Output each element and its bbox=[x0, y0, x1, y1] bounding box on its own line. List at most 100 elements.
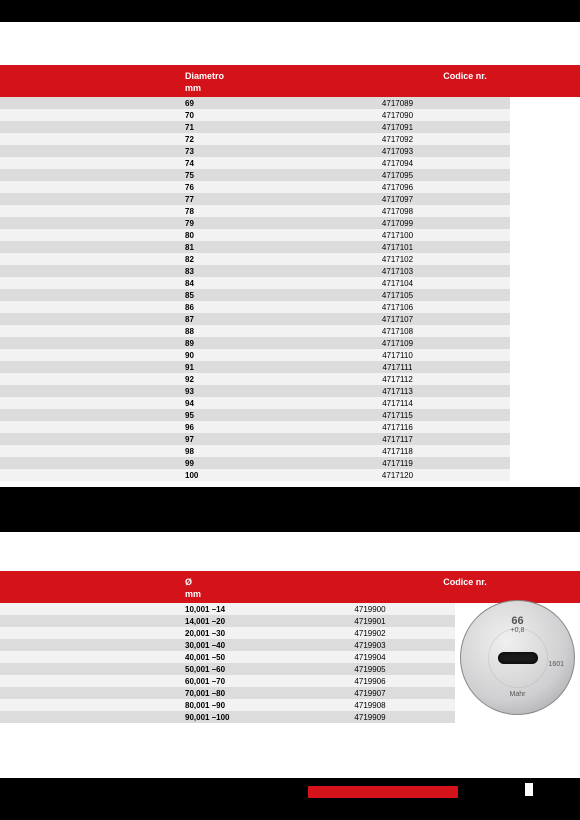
diameter-cell: 99 bbox=[185, 459, 285, 468]
table-row: 70,001 –804719907 bbox=[0, 687, 455, 699]
table-row: 724717092 bbox=[0, 133, 510, 145]
code-cell: 4717119 bbox=[285, 459, 510, 468]
range-cell: 40,001 –50 bbox=[185, 653, 285, 662]
code-cell: 4719906 bbox=[285, 677, 455, 686]
code-cell: 4717089 bbox=[285, 99, 510, 108]
diameter-cell: 86 bbox=[185, 303, 285, 312]
code-cell: 4717118 bbox=[285, 447, 510, 456]
top-black-bar bbox=[0, 0, 580, 22]
diameter-cell: 72 bbox=[185, 135, 285, 144]
code-cell: 4717117 bbox=[285, 435, 510, 444]
code-cell: 4717113 bbox=[285, 387, 510, 396]
table-row: 884717108 bbox=[0, 325, 510, 337]
table-row: 60,001 –704719906 bbox=[0, 675, 455, 687]
range-cell: 50,001 –60 bbox=[185, 665, 285, 674]
diameter-cell: 84 bbox=[185, 279, 285, 288]
code-cell: 4717114 bbox=[285, 399, 510, 408]
mid-whitespace bbox=[0, 532, 580, 571]
range-cell: 90,001 –100 bbox=[185, 713, 285, 722]
table2-body: 10,001 –14471990014,001 –20471990120,001… bbox=[0, 603, 455, 723]
table-row: 754717095 bbox=[0, 169, 510, 181]
diameter-cell: 83 bbox=[185, 267, 285, 276]
table2-unit: mm bbox=[185, 589, 325, 599]
table-row: 994717119 bbox=[0, 457, 510, 469]
table2-header: Ø Codice nr. bbox=[0, 571, 580, 589]
table1-wrap: Diametro Codice nr. mm 69471708970471709… bbox=[0, 65, 580, 481]
diameter-cell: 81 bbox=[185, 243, 285, 252]
diameter-cell: 88 bbox=[185, 327, 285, 336]
code-cell: 4717105 bbox=[285, 291, 510, 300]
diameter-cell: 69 bbox=[185, 99, 285, 108]
ring-brand-label: Mahr bbox=[461, 691, 574, 698]
table-row: 934717113 bbox=[0, 385, 510, 397]
diameter-cell: 77 bbox=[185, 195, 285, 204]
table1-unit: mm bbox=[185, 83, 325, 93]
diameter-cell: 87 bbox=[185, 315, 285, 324]
diameter-cell: 71 bbox=[185, 123, 285, 132]
range-cell: 30,001 –40 bbox=[185, 641, 285, 650]
table-row: 714717091 bbox=[0, 121, 510, 133]
diameter-cell: 95 bbox=[185, 411, 285, 420]
diameter-cell: 98 bbox=[185, 447, 285, 456]
code-cell: 4719905 bbox=[285, 665, 455, 674]
table-row: 924717112 bbox=[0, 373, 510, 385]
table-row: 844717104 bbox=[0, 277, 510, 289]
diameter-cell: 89 bbox=[185, 339, 285, 348]
table-row: 80,001 –904719908 bbox=[0, 699, 455, 711]
code-cell: 4717094 bbox=[285, 159, 510, 168]
code-cell: 4717097 bbox=[285, 195, 510, 204]
range-cell: 70,001 –80 bbox=[185, 689, 285, 698]
table1-header: Diametro Codice nr. bbox=[0, 65, 580, 83]
table-row: 854717105 bbox=[0, 289, 510, 301]
code-cell: 4717104 bbox=[285, 279, 510, 288]
range-cell: 14,001 –20 bbox=[185, 617, 285, 626]
table-row: 874717107 bbox=[0, 313, 510, 325]
table-row: 894717109 bbox=[0, 337, 510, 349]
ring-bore bbox=[498, 652, 538, 664]
code-cell: 4717110 bbox=[285, 351, 510, 360]
diameter-cell: 97 bbox=[185, 435, 285, 444]
diameter-cell: 74 bbox=[185, 159, 285, 168]
diameter-cell: 90 bbox=[185, 351, 285, 360]
diameter-cell: 79 bbox=[185, 219, 285, 228]
diameter-cell: 76 bbox=[185, 183, 285, 192]
table-row: 974717117 bbox=[0, 433, 510, 445]
code-cell: 4717099 bbox=[285, 219, 510, 228]
table-row: 984717118 bbox=[0, 445, 510, 457]
code-cell: 4717115 bbox=[285, 411, 510, 420]
ring-size-label: 66 bbox=[461, 615, 574, 627]
range-cell: 60,001 –70 bbox=[185, 677, 285, 686]
table-row: 834717103 bbox=[0, 265, 510, 277]
table-row: 954717115 bbox=[0, 409, 510, 421]
code-cell: 4717106 bbox=[285, 303, 510, 312]
code-cell: 4717095 bbox=[285, 171, 510, 180]
table-row: 764717096 bbox=[0, 181, 510, 193]
range-cell: 10,001 –14 bbox=[185, 605, 285, 614]
table-row: 14,001 –204719901 bbox=[0, 615, 455, 627]
table1-header-col2: Codice nr. bbox=[395, 71, 535, 81]
code-cell: 4717107 bbox=[285, 315, 510, 324]
diameter-cell: 91 bbox=[185, 363, 285, 372]
table-row: 744717094 bbox=[0, 157, 510, 169]
top-whitespace bbox=[0, 22, 580, 65]
table2-header-col2: Codice nr. bbox=[395, 577, 535, 587]
code-cell: 4717102 bbox=[285, 255, 510, 264]
code-cell: 4717103 bbox=[285, 267, 510, 276]
diameter-cell: 100 bbox=[185, 471, 285, 480]
ring-model-label: 1601 bbox=[548, 661, 564, 668]
diameter-cell: 82 bbox=[185, 255, 285, 264]
table-row: 30,001 –404719903 bbox=[0, 639, 455, 651]
ring-tolerance-label: +0,8 bbox=[461, 627, 574, 634]
table-row: 914717111 bbox=[0, 361, 510, 373]
table-row: 794717099 bbox=[0, 217, 510, 229]
code-cell: 4717116 bbox=[285, 423, 510, 432]
code-cell: 4719909 bbox=[285, 713, 455, 722]
code-cell: 4717098 bbox=[285, 207, 510, 216]
table1-body: 6947170897047170907147170917247170927347… bbox=[0, 97, 510, 481]
code-cell: 4717091 bbox=[285, 123, 510, 132]
table-row: 50,001 –604719905 bbox=[0, 663, 455, 675]
diameter-cell: 73 bbox=[185, 147, 285, 156]
code-cell: 4719904 bbox=[285, 653, 455, 662]
table-row: 784717098 bbox=[0, 205, 510, 217]
footer-bar bbox=[0, 778, 580, 820]
